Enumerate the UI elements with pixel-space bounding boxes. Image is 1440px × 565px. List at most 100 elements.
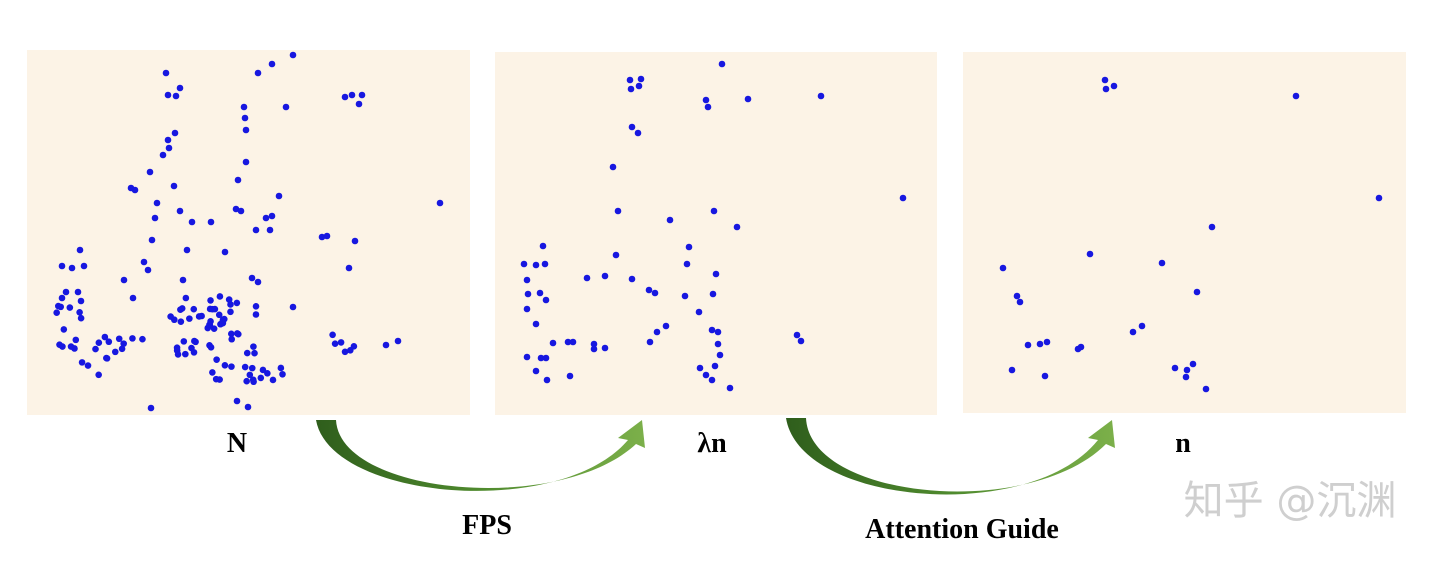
- point: [190, 349, 198, 356]
- point: [221, 361, 229, 369]
- point: [716, 351, 724, 359]
- point: [92, 345, 99, 353]
- point: [744, 95, 752, 103]
- point: [793, 331, 801, 339]
- point: [54, 302, 62, 310]
- point: [262, 214, 270, 222]
- point: [219, 319, 227, 327]
- point: [566, 372, 574, 380]
- point: [1024, 341, 1032, 349]
- point: [696, 364, 704, 372]
- point: [115, 335, 123, 343]
- point: [254, 278, 262, 286]
- point: [1138, 322, 1146, 330]
- point: [1074, 345, 1082, 353]
- point: [1129, 328, 1137, 336]
- point: [348, 91, 356, 99]
- point: [53, 309, 60, 317]
- point: [250, 343, 257, 350]
- point: [351, 237, 359, 245]
- point: [628, 275, 636, 283]
- point: [207, 297, 214, 304]
- point: [250, 378, 257, 386]
- point: [999, 264, 1007, 272]
- panel-label: n: [1175, 428, 1191, 459]
- point: [337, 339, 345, 346]
- point: [269, 376, 277, 384]
- point: [76, 246, 84, 254]
- point: [318, 233, 326, 241]
- point: [242, 126, 250, 134]
- point: [78, 359, 86, 366]
- point: [627, 85, 635, 93]
- point: [167, 313, 174, 320]
- point: [532, 261, 540, 269]
- point: [601, 272, 609, 280]
- point: [341, 93, 349, 101]
- point: [1008, 366, 1016, 374]
- point: [252, 303, 260, 310]
- point: [209, 305, 216, 313]
- point: [244, 403, 252, 411]
- point: [216, 293, 224, 300]
- point: [266, 226, 274, 234]
- point: [84, 362, 92, 369]
- point: [1086, 250, 1094, 258]
- panel-background: [963, 52, 1406, 413]
- point: [182, 350, 189, 358]
- point: [1101, 76, 1109, 84]
- point: [172, 92, 180, 100]
- point: [1043, 338, 1051, 346]
- point: [248, 364, 256, 372]
- point: [651, 289, 659, 297]
- point: [101, 333, 109, 341]
- point: [590, 345, 598, 353]
- point: [626, 76, 634, 84]
- point: [234, 176, 242, 184]
- point: [232, 205, 240, 213]
- point: [282, 103, 290, 111]
- point: [666, 216, 674, 224]
- point: [733, 223, 741, 231]
- point: [146, 168, 154, 176]
- point: [170, 182, 178, 190]
- point: [601, 344, 609, 352]
- point: [541, 260, 549, 268]
- point: [346, 347, 354, 354]
- point: [532, 320, 540, 328]
- point: [95, 339, 103, 346]
- point: [289, 51, 297, 59]
- point: [252, 226, 260, 234]
- point: [176, 84, 184, 92]
- point: [704, 103, 712, 111]
- point: [215, 311, 223, 319]
- point: [609, 163, 617, 171]
- point: [68, 264, 76, 272]
- point: [268, 60, 276, 68]
- arrow-label: FPS: [462, 510, 512, 541]
- point: [76, 308, 83, 316]
- point: [1016, 298, 1024, 306]
- point: [1036, 340, 1044, 348]
- point: [718, 60, 726, 68]
- point: [216, 376, 223, 383]
- point: [95, 371, 102, 379]
- point: [537, 354, 545, 362]
- point: [237, 207, 245, 215]
- point: [233, 330, 241, 337]
- point: [233, 299, 241, 307]
- point: [159, 151, 167, 159]
- point: [710, 207, 718, 215]
- point: [140, 258, 148, 266]
- point: [171, 129, 179, 137]
- point-cloud: [53, 51, 1383, 412]
- point: [1013, 292, 1021, 300]
- point: [345, 264, 353, 272]
- point: [165, 144, 173, 152]
- point: [542, 296, 550, 304]
- point: [144, 266, 152, 274]
- point: [183, 246, 191, 254]
- point: [726, 384, 734, 392]
- point: [817, 92, 825, 100]
